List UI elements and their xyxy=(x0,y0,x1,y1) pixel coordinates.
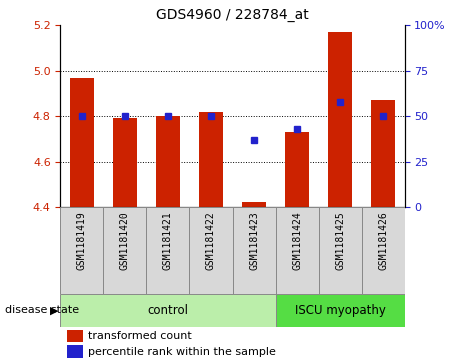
Bar xyxy=(103,207,146,294)
Text: GSM1181419: GSM1181419 xyxy=(77,211,87,270)
Bar xyxy=(156,116,180,207)
Text: ISCU myopathy: ISCU myopathy xyxy=(295,304,385,317)
Bar xyxy=(275,294,405,327)
Text: GSM1181421: GSM1181421 xyxy=(163,211,173,270)
Bar xyxy=(319,207,362,294)
Text: GSM1181424: GSM1181424 xyxy=(292,211,302,270)
Bar xyxy=(371,100,395,207)
Text: GSM1181426: GSM1181426 xyxy=(378,211,388,270)
Text: transformed count: transformed count xyxy=(88,331,192,341)
Bar xyxy=(60,294,275,327)
Text: GSM1181422: GSM1181422 xyxy=(206,211,216,270)
Bar xyxy=(275,207,319,294)
Text: percentile rank within the sample: percentile rank within the sample xyxy=(88,347,276,356)
Text: GSM1181420: GSM1181420 xyxy=(120,211,130,270)
Bar xyxy=(67,345,83,358)
Bar xyxy=(242,203,266,207)
Text: GSM1181423: GSM1181423 xyxy=(249,211,259,270)
Bar xyxy=(146,207,190,294)
Bar xyxy=(199,112,223,207)
Bar xyxy=(190,207,232,294)
Bar xyxy=(113,118,137,207)
Title: GDS4960 / 228784_at: GDS4960 / 228784_at xyxy=(156,8,309,22)
Text: control: control xyxy=(147,304,188,317)
Bar xyxy=(67,330,83,342)
Bar xyxy=(328,32,352,207)
Bar xyxy=(362,207,405,294)
Bar xyxy=(60,207,103,294)
Bar xyxy=(232,207,275,294)
Text: ▶: ▶ xyxy=(50,305,58,315)
Bar xyxy=(285,132,309,207)
Text: disease state: disease state xyxy=(5,305,79,315)
Text: GSM1181425: GSM1181425 xyxy=(335,211,345,270)
Bar xyxy=(70,78,94,207)
